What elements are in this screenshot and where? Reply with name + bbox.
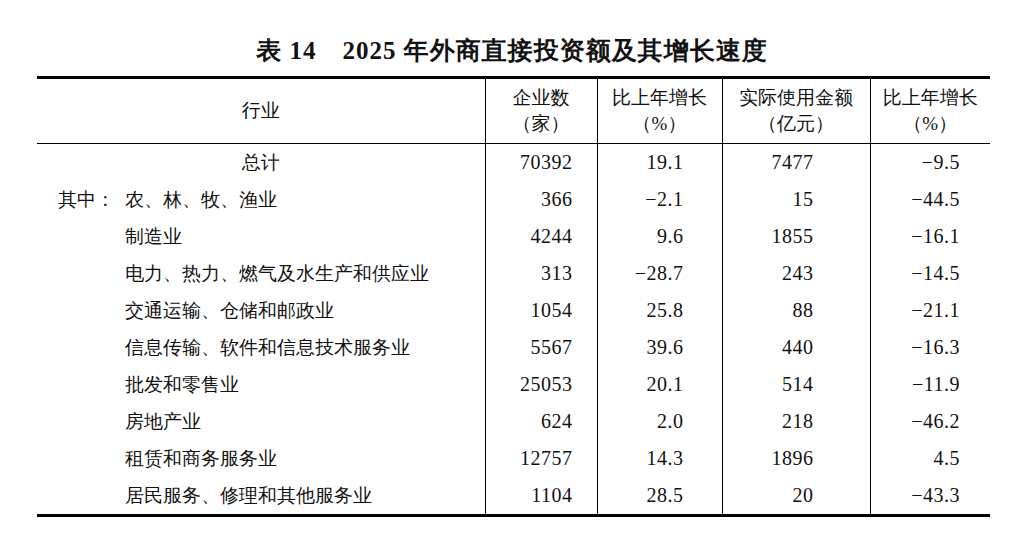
col-header-amount-line1: 实际使用金额	[723, 85, 870, 111]
enterprises-cell: 5567	[485, 329, 597, 366]
enterprises-cell: 1104	[485, 477, 597, 516]
industry-name: 房地产业	[125, 411, 201, 432]
enterprises-cell: 4244	[485, 218, 597, 255]
col-header-amount-growth-line2: （%）	[871, 111, 991, 137]
amount-cell: 15	[722, 181, 870, 218]
industry-name: 居民服务、修理和其他服务业	[125, 485, 372, 506]
col-header-amount: 实际使用金额 （亿元）	[722, 78, 870, 144]
industry-name: 交通运输、仓储和邮政业	[125, 300, 334, 321]
industry-cell: 租赁和商务服务业	[37, 440, 485, 477]
amount-growth-cell: −11.9	[870, 366, 990, 403]
amount-cell: 7477	[722, 144, 870, 182]
industry-cell: 制造业	[37, 218, 485, 255]
col-header-industry-label: 行业	[37, 98, 485, 124]
fdi-table: 行业 企业数 （家） 比上年增长 （%） 实际使用金额 （亿元） 比上年增长 （…	[37, 76, 990, 517]
table-row: 居民服务、修理和其他服务业 1104 28.5 20 −43.3	[37, 477, 990, 516]
col-header-amount-growth: 比上年增长 （%）	[870, 78, 990, 144]
enterprise-growth-cell: 25.8	[597, 292, 722, 329]
enterprise-growth-cell: 2.0	[597, 403, 722, 440]
amount-growth-cell: −16.3	[870, 329, 990, 366]
table-row: 房地产业 624 2.0 218 −46.2	[37, 403, 990, 440]
enterprise-growth-cell: 28.5	[597, 477, 722, 516]
table-row: 其中：农、林、牧、渔业 366 −2.1 15 −44.5	[37, 181, 990, 218]
industry-name: 电力、热力、燃气及水生产和供应业	[125, 263, 429, 284]
industry-name: 批发和零售业	[125, 374, 239, 395]
table-title: 表 14 2025 年外商直接投资额及其增长速度	[0, 34, 1024, 67]
enterprises-cell: 624	[485, 403, 597, 440]
amount-growth-cell: −21.1	[870, 292, 990, 329]
amount-growth-cell: 4.5	[870, 440, 990, 477]
industry-cell: 总计	[37, 144, 485, 182]
amount-cell: 20	[722, 477, 870, 516]
enterprise-growth-cell: 39.6	[597, 329, 722, 366]
table-row: 交通运输、仓储和邮政业 1054 25.8 88 −21.1	[37, 292, 990, 329]
enterprise-growth-cell: −2.1	[597, 181, 722, 218]
enterprise-growth-cell: −28.7	[597, 255, 722, 292]
table-row-total: 总计 70392 19.1 7477 −9.5	[37, 144, 990, 182]
industry-name: 租赁和商务服务业	[125, 448, 277, 469]
header-row: 行业 企业数 （家） 比上年增长 （%） 实际使用金额 （亿元） 比上年增长 （…	[37, 78, 990, 144]
enterprises-cell: 366	[485, 181, 597, 218]
amount-cell: 88	[722, 292, 870, 329]
industry-name: 总计	[242, 152, 280, 173]
amount-growth-cell: −16.1	[870, 218, 990, 255]
industry-name: 制造业	[125, 226, 182, 247]
enterprise-growth-cell: 9.6	[597, 218, 722, 255]
enterprise-growth-cell: 19.1	[597, 144, 722, 182]
industry-name: 农、林、牧、渔业	[125, 189, 277, 210]
enterprise-growth-cell: 20.1	[597, 366, 722, 403]
table-body: 总计 70392 19.1 7477 −9.5 其中：农、林、牧、渔业 366 …	[37, 144, 990, 516]
industry-cell: 其中：农、林、牧、渔业	[37, 181, 485, 218]
amount-growth-cell: −44.5	[870, 181, 990, 218]
col-header-amount-growth-line1: 比上年增长	[871, 85, 991, 111]
industry-cell: 房地产业	[37, 403, 485, 440]
amount-cell: 218	[722, 403, 870, 440]
industry-cell: 电力、热力、燃气及水生产和供应业	[37, 255, 485, 292]
industry-cell: 批发和零售业	[37, 366, 485, 403]
col-header-enterprises: 企业数 （家）	[485, 78, 597, 144]
enterprises-cell: 12757	[485, 440, 597, 477]
col-header-enterprise-growth: 比上年增长 （%）	[597, 78, 722, 144]
table-header: 行业 企业数 （家） 比上年增长 （%） 实际使用金额 （亿元） 比上年增长 （…	[37, 78, 990, 144]
amount-cell: 243	[722, 255, 870, 292]
col-header-industry: 行业	[37, 78, 485, 144]
table-row: 电力、热力、燃气及水生产和供应业 313 −28.7 243 −14.5	[37, 255, 990, 292]
enterprises-cell: 1054	[485, 292, 597, 329]
col-header-amount-line2: （亿元）	[723, 111, 870, 137]
amount-cell: 1855	[722, 218, 870, 255]
statistical-table-page: 表 14 2025 年外商直接投资额及其增长速度 行业 企业数 （家） 比上年增…	[0, 0, 1024, 553]
table-row: 制造业 4244 9.6 1855 −16.1	[37, 218, 990, 255]
col-header-enterprises-line2: （家）	[486, 111, 597, 137]
table-row: 租赁和商务服务业 12757 14.3 1896 4.5	[37, 440, 990, 477]
enterprise-growth-cell: 14.3	[597, 440, 722, 477]
amount-cell: 514	[722, 366, 870, 403]
amount-growth-cell: −9.5	[870, 144, 990, 182]
industry-cell: 交通运输、仓储和邮政业	[37, 292, 485, 329]
enterprises-cell: 313	[485, 255, 597, 292]
enterprises-cell: 70392	[485, 144, 597, 182]
amount-growth-cell: −43.3	[870, 477, 990, 516]
amount-cell: 440	[722, 329, 870, 366]
industry-cell: 居民服务、修理和其他服务业	[37, 477, 485, 516]
amount-growth-cell: −46.2	[870, 403, 990, 440]
col-header-enterprises-line1: 企业数	[486, 85, 597, 111]
amount-cell: 1896	[722, 440, 870, 477]
table-row: 批发和零售业 25053 20.1 514 −11.9	[37, 366, 990, 403]
table-row: 信息传输、软件和信息技术服务业 5567 39.6 440 −16.3	[37, 329, 990, 366]
row-prefix: 其中：	[58, 181, 125, 218]
industry-cell: 信息传输、软件和信息技术服务业	[37, 329, 485, 366]
industry-name: 信息传输、软件和信息技术服务业	[125, 337, 410, 358]
amount-growth-cell: −14.5	[870, 255, 990, 292]
col-header-enterprise-growth-line1: 比上年增长	[598, 85, 722, 111]
enterprises-cell: 25053	[485, 366, 597, 403]
col-header-enterprise-growth-line2: （%）	[598, 111, 722, 137]
